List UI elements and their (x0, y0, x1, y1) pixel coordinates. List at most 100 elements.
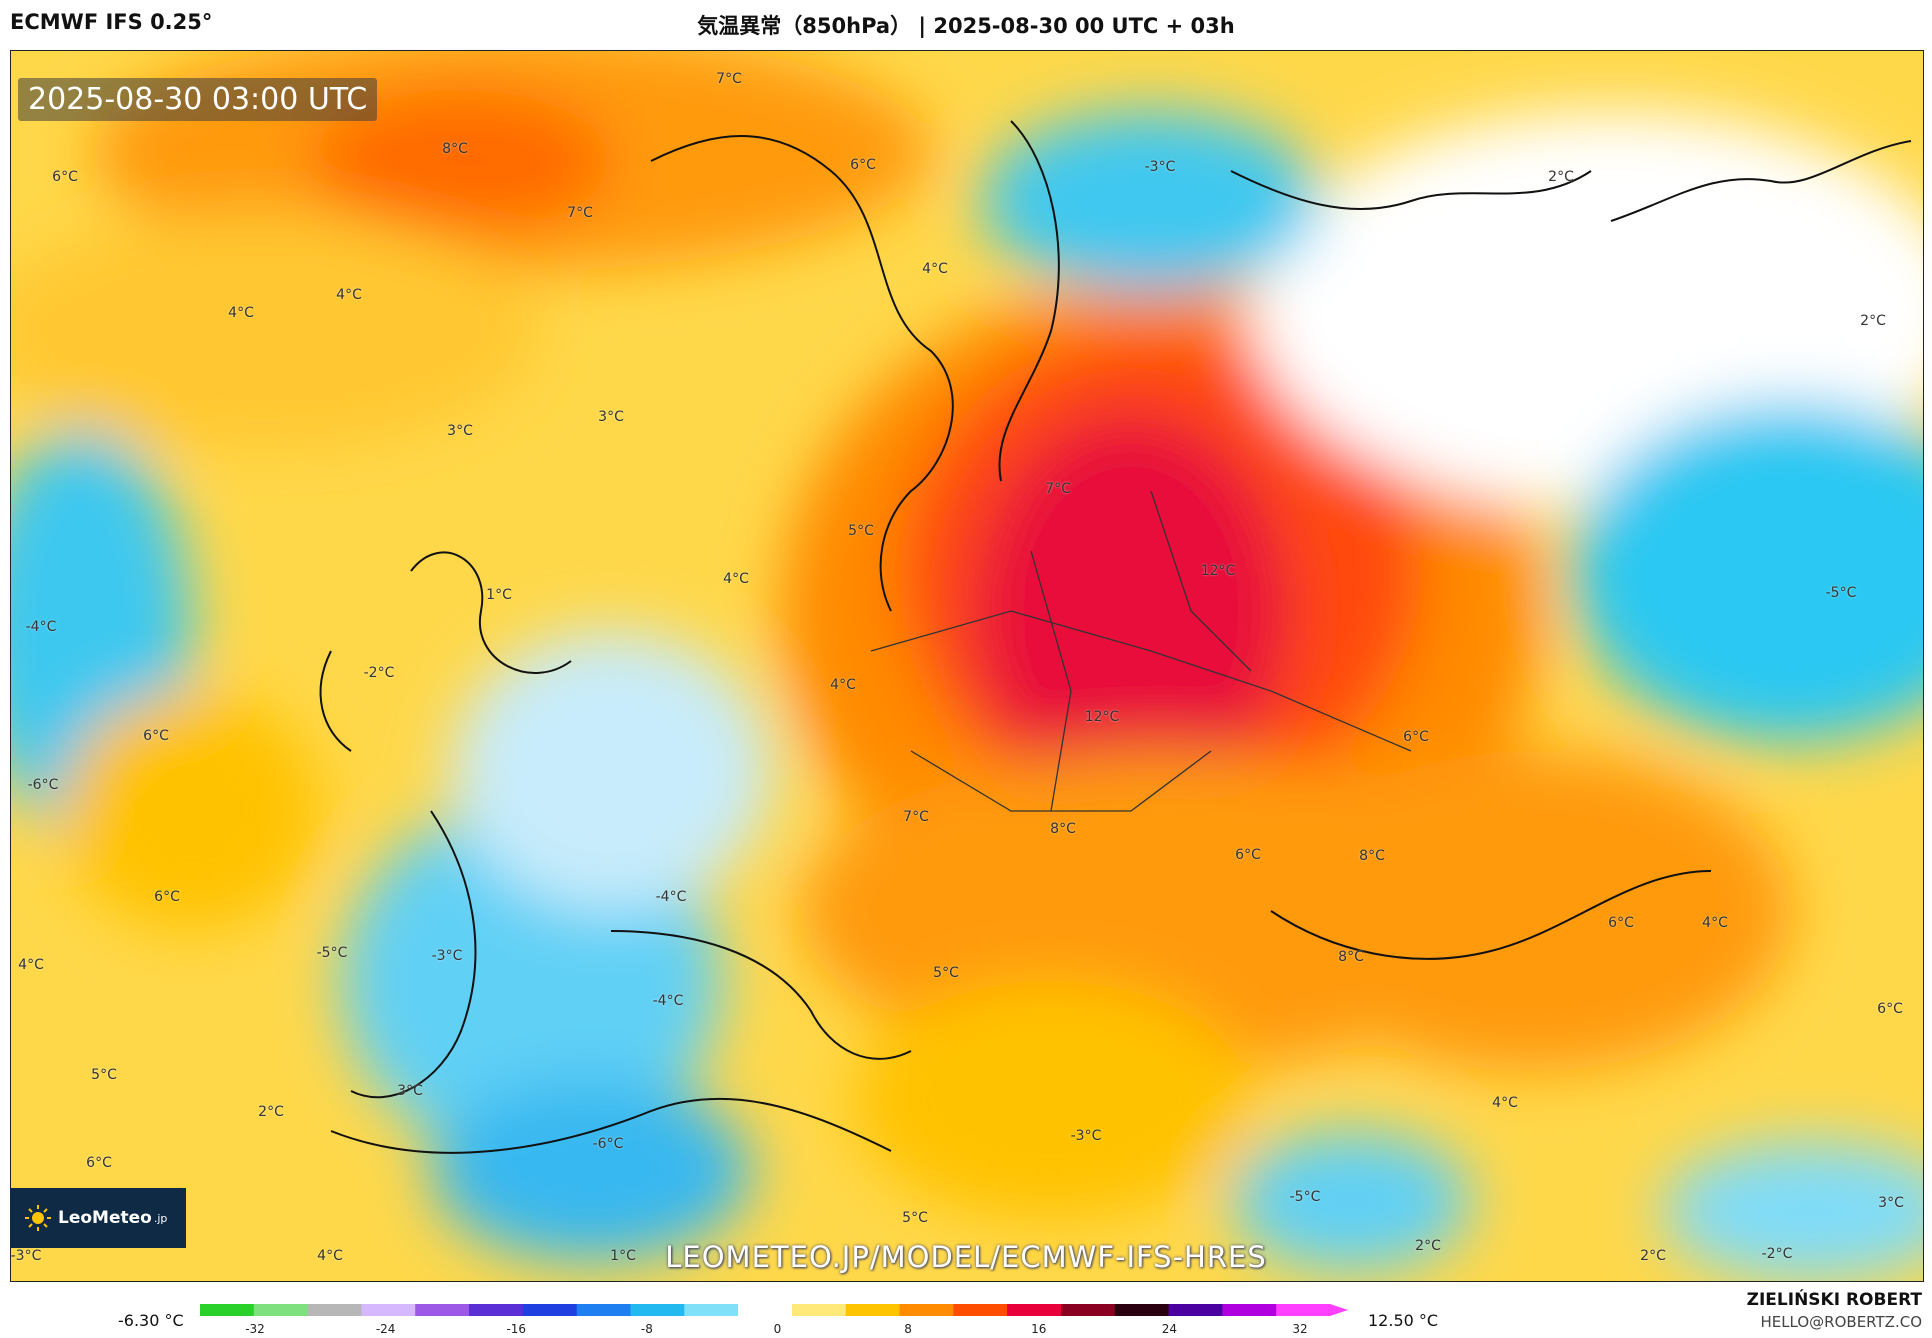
temperature-label: 1°C (486, 587, 512, 603)
color-scale-cell (469, 1304, 524, 1316)
temperature-label: -4°C (655, 889, 687, 905)
color-scale-cell (253, 1304, 309, 1316)
temperature-label: -5°C (1289, 1189, 1321, 1205)
color-scale-cell (522, 1304, 578, 1316)
temperature-label: -6°C (592, 1136, 624, 1152)
temperature-label: -2°C (363, 665, 395, 681)
temperature-label: 6°C (850, 157, 876, 173)
color-scale-cell (791, 1304, 847, 1316)
author-name: ZIELIŃSKI ROBERT (1746, 1290, 1922, 1310)
temperature-label: 7°C (567, 205, 593, 221)
temperature-label: 4°C (723, 571, 749, 587)
temperature-label: -2°C (1761, 1246, 1793, 1262)
source-watermark: LEOMETEO.JP/MODEL/ECMWF-IFS-HRES (665, 1240, 1267, 1274)
temperature-label: 6°C (86, 1155, 112, 1171)
temperature-label: 4°C (1492, 1095, 1518, 1111)
color-scale-cell (1007, 1304, 1062, 1316)
color-scale-tick-label: 32 (1292, 1322, 1308, 1336)
color-scale-cell (200, 1304, 255, 1316)
color-scale-cell (738, 1304, 793, 1316)
temperature-label: -3°C (1070, 1128, 1102, 1144)
temperature-label: 5°C (933, 965, 959, 981)
temperature-label: 2°C (1640, 1248, 1666, 1264)
color-scale-cell (630, 1304, 685, 1316)
field-min-value: -6.30 °C (118, 1311, 184, 1330)
temperature-label: 3°C (1878, 1195, 1904, 1211)
temperature-label: 8°C (1338, 949, 1364, 965)
color-scale-cell (415, 1304, 470, 1316)
color-scale-cell (684, 1304, 739, 1316)
author-email[interactable]: HELLO@ROBERTZ.CO (1760, 1313, 1922, 1331)
temperature-label: -3°C (10, 1248, 42, 1264)
temperature-label: 7°C (1045, 481, 1071, 497)
valid-time-badge: 2025-08-30 03:00 UTC (18, 78, 378, 121)
temperature-label: 2°C (1860, 313, 1886, 329)
brand-logo[interactable]: LeoMeteo .jp (10, 1188, 186, 1248)
temperature-label: 5°C (902, 1210, 928, 1226)
color-scale-cell (845, 1304, 901, 1316)
color-scale-cell (899, 1304, 954, 1316)
color-scale-cell (307, 1304, 362, 1316)
color-scale-cell (953, 1304, 1008, 1316)
temperature-label: 6°C (1608, 915, 1634, 931)
color-scale-tick-label: 0 (773, 1322, 782, 1336)
temperature-label: -6°C (27, 777, 59, 793)
sun-icon (25, 1205, 51, 1231)
temperature-label: 2°C (1415, 1238, 1441, 1254)
color-scale-tick-label: 8 (904, 1322, 912, 1336)
temperature-label: 4°C (228, 305, 254, 321)
color-scale-tick-label: -32 (245, 1322, 265, 1336)
temperature-label: 2°C (258, 1104, 284, 1120)
color-scale-tick-label: 24 (1161, 1322, 1178, 1336)
temperature-label: 4°C (317, 1248, 343, 1264)
color-scale-cell (361, 1304, 416, 1316)
temperature-label: 7°C (716, 71, 742, 87)
temperature-label: 6°C (143, 728, 169, 744)
color-scale-cell (1276, 1304, 1331, 1316)
color-scale-tick-label: 16 (1031, 1322, 1047, 1336)
temperature-label: 6°C (154, 889, 180, 905)
temperature-label: 4°C (830, 677, 856, 693)
temperature-label: 8°C (442, 141, 468, 157)
color-scale-tick-label: -8 (640, 1322, 653, 1336)
color-scale (200, 1304, 1348, 1316)
temperature-label: 7°C (903, 809, 929, 825)
temperature-label: -4°C (652, 993, 684, 1009)
temperature-label: 6°C (52, 169, 78, 185)
map-canvas[interactable]: 7°C 8°C 6°C 7°C 6°C -3°C 2°C 4°C 4°C 4°C 2°C 3°C 3°C… (10, 50, 1924, 1282)
borders (870, 490, 1412, 812)
color-scale-cell (576, 1304, 631, 1316)
coastlines (319, 120, 1912, 1154)
temperature-label: 3°C (598, 409, 624, 425)
temperature-label: 4°C (922, 261, 948, 277)
temperature-label: 5°C (848, 523, 874, 539)
temperature-label: 12°C (1084, 709, 1120, 725)
temperature-label: -3°C (1144, 159, 1176, 175)
color-scale-cell (1114, 1304, 1170, 1316)
temperature-label: -3°C (431, 948, 463, 964)
temperature-label: -5°C (1825, 585, 1857, 601)
color-scale-cell (1060, 1304, 1116, 1316)
map-title: 気温異常（850hPa） | 2025-08-30 00 UTC + 03h (697, 14, 1235, 38)
temperature-label: 6°C (1877, 1001, 1903, 1017)
temperature-label: 5°C (91, 1067, 117, 1083)
temperature-label: 3°C (447, 423, 473, 439)
temperature-label: 8°C (1050, 821, 1076, 837)
temperature-label: -4°C (25, 619, 57, 635)
temperature-label: 12°C (1200, 563, 1236, 579)
model-name: ECMWF IFS 0.25° (10, 10, 213, 34)
temperature-label: 4°C (1702, 915, 1728, 931)
color-scale-tick-label: -16 (506, 1322, 527, 1336)
field-max-value: 12.50 °C (1368, 1311, 1439, 1330)
logo-suffix: .jp (153, 1211, 168, 1225)
color-scale-tick-label: -24 (375, 1322, 396, 1336)
temperature-label: 4°C (336, 287, 362, 303)
temperature-label: -5°C (316, 945, 348, 961)
logo-text: LeoMeteo (58, 1208, 152, 1228)
temperature-label: 6°C (1403, 729, 1429, 745)
temperature-anomaly-field (11, 51, 1923, 1281)
temperature-label: 6°C (1235, 847, 1261, 863)
temperature-label: 1°C (610, 1248, 636, 1264)
color-scale-arrow (1330, 1304, 1348, 1316)
temperature-label: 4°C (18, 957, 44, 973)
